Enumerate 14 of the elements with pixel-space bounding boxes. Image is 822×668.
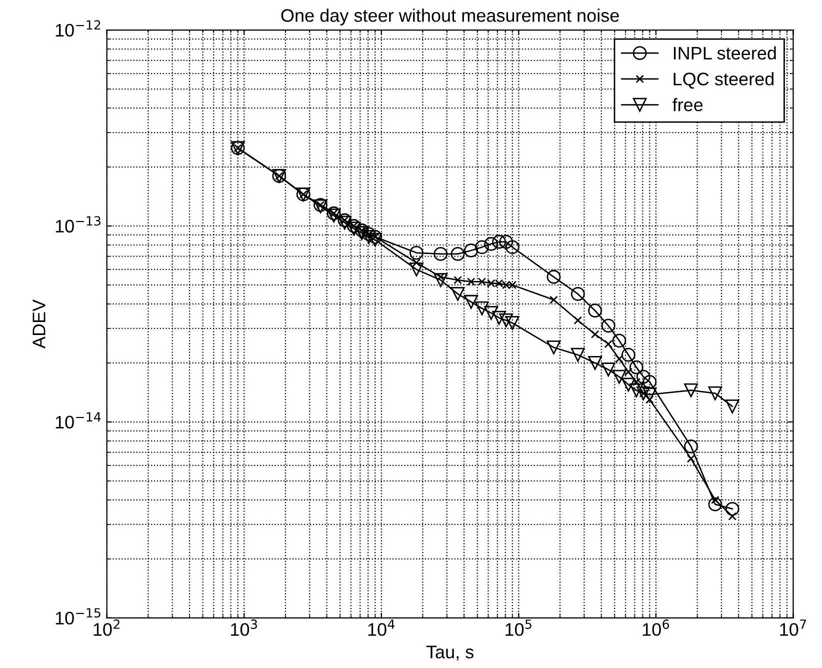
x-axis-title: Tau, s — [426, 646, 474, 661]
chart-title: One day steer without measurement noise — [281, 8, 619, 26]
x-tick-label: 10$^{6}$ — [642, 619, 670, 636]
legend-label: LQC steered — [674, 72, 774, 89]
legend-label: INPL steered — [674, 46, 776, 60]
x-tick-label: 10$^{4}$ — [368, 620, 395, 636]
y-tick-label: 10$^{−14}$ — [56, 412, 101, 429]
x-tick-label: 10$^{7}$ — [780, 620, 806, 636]
x-tick-label: 10$^{5}$ — [506, 620, 532, 636]
legend-label: free — [672, 98, 703, 112]
x-tick-label: 10$^{3}$ — [231, 619, 257, 636]
y-axis-title: ADEV — [32, 299, 46, 349]
y-tick-label: 10$^{−13}$ — [56, 216, 100, 233]
y-tick-label: 10$^{−12}$ — [56, 20, 100, 37]
